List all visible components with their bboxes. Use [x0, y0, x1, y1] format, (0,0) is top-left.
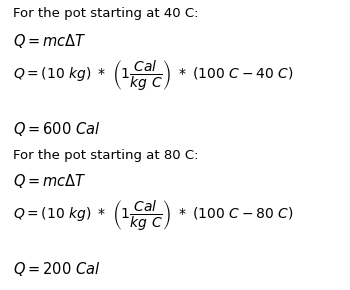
- Text: For the pot starting at 80 C:: For the pot starting at 80 C:: [13, 149, 198, 162]
- Text: $Q = (10\ kg)\ *\ \left(1\dfrac{Cal}{kg\ C}\right)\ *\ (100\ C - 40\ C)$: $Q = (10\ kg)\ *\ \left(1\dfrac{Cal}{kg\…: [13, 58, 294, 92]
- Text: $Q = mc\Delta T$: $Q = mc\Delta T$: [13, 32, 87, 50]
- Text: $Q = mc\Delta T$: $Q = mc\Delta T$: [13, 172, 87, 190]
- Text: $Q = (10\ kg)\ *\ \left(1\dfrac{Cal}{kg\ C}\right)\ *\ (100\ C - 80\ C)$: $Q = (10\ kg)\ *\ \left(1\dfrac{Cal}{kg\…: [13, 198, 294, 232]
- Text: For the pot starting at 40 C:: For the pot starting at 40 C:: [13, 7, 198, 20]
- Text: $Q = 200\ Cal$: $Q = 200\ Cal$: [13, 260, 100, 278]
- Text: $Q = 600\ Cal$: $Q = 600\ Cal$: [13, 120, 100, 138]
